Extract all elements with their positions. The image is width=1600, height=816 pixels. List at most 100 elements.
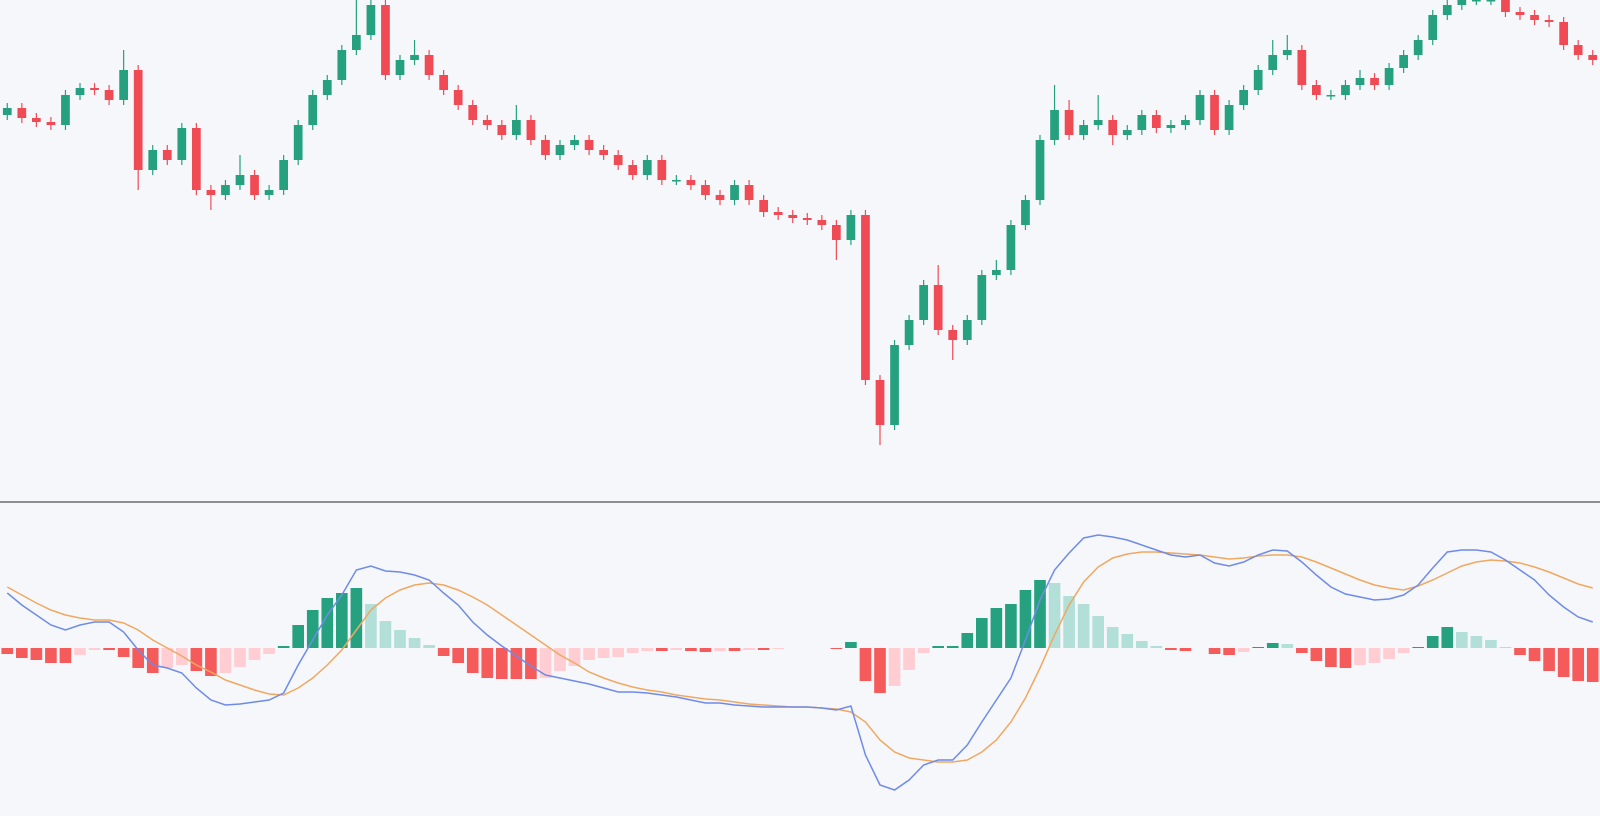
candle-body: [1166, 125, 1176, 128]
histogram-bar: [1106, 627, 1119, 648]
candle-body: [730, 185, 739, 200]
histogram-bar: [1499, 647, 1512, 648]
candle-body: [832, 225, 841, 240]
candle-body: [1341, 85, 1350, 95]
candle-body: [1573, 45, 1583, 55]
histogram-bar: [1339, 648, 1352, 668]
candle-body: [744, 185, 754, 200]
histogram-bar: [466, 648, 479, 673]
candle-body: [875, 380, 885, 425]
histogram-bar: [321, 598, 334, 648]
candle-body: [570, 140, 579, 145]
histogram-bar: [656, 648, 668, 651]
candle-body: [32, 118, 41, 122]
candle-body: [2, 108, 12, 115]
candle-body: [1210, 95, 1219, 130]
candle-body: [482, 120, 492, 125]
candle-body: [1515, 12, 1525, 15]
candle-body: [90, 88, 99, 90]
candle-body: [1486, 0, 1496, 2]
histogram-bar: [539, 648, 552, 678]
histogram-bar: [1456, 632, 1468, 648]
candle-body: [104, 90, 114, 100]
candle-body: [1399, 55, 1408, 68]
histogram-bar: [88, 648, 101, 650]
candle-body: [715, 195, 725, 200]
histogram-bar: [1208, 648, 1221, 654]
histogram-bar: [1252, 647, 1264, 648]
candle-body: [119, 70, 128, 100]
candle-body: [948, 330, 958, 340]
candle-body: [1559, 22, 1568, 45]
histogram-bar: [452, 648, 464, 663]
histogram-bar: [946, 646, 959, 648]
candle-body: [759, 200, 768, 212]
candle-body: [642, 160, 652, 175]
candle-body: [1224, 105, 1234, 130]
histogram-bar: [234, 648, 246, 667]
candle-body: [672, 180, 681, 182]
candle-body: [919, 285, 928, 320]
histogram-bar: [1543, 648, 1555, 671]
histogram-bar: [917, 648, 930, 653]
histogram-bar: [103, 648, 115, 650]
histogram-bar: [1528, 648, 1541, 661]
candle-body: [395, 60, 405, 75]
candle-body: [788, 215, 798, 218]
histogram-bar: [685, 648, 697, 651]
histogram-bar: [437, 648, 450, 656]
histogram-bar: [568, 648, 581, 666]
histogram-bar: [117, 648, 130, 657]
candle-body: [1035, 140, 1045, 200]
candle-body: [468, 105, 478, 120]
histogram-bar: [525, 648, 537, 679]
candle-body: [1530, 15, 1539, 20]
candle-body: [1079, 125, 1088, 135]
histogram-bar: [336, 593, 348, 648]
candle-body: [250, 175, 259, 195]
histogram-bar: [976, 618, 988, 648]
histogram-bar: [161, 648, 174, 668]
candle-body: [1457, 0, 1467, 5]
histogram-bar: [1485, 640, 1497, 648]
candle-body: [555, 145, 565, 155]
candle-body: [439, 75, 448, 90]
candle-body: [1050, 110, 1059, 140]
candle-body: [992, 270, 1001, 275]
candle-body: [1093, 120, 1103, 125]
histogram-bar: [1557, 648, 1570, 677]
histogram-bar: [277, 646, 290, 648]
candle-body: [1297, 50, 1307, 85]
macd-line: [6, 534, 1593, 791]
histogram-bar: [757, 648, 770, 650]
candle-body: [1544, 20, 1554, 22]
candle-body: [1442, 5, 1452, 15]
candle-body: [701, 185, 710, 195]
candle-body: [1268, 55, 1278, 70]
candle-body: [817, 220, 827, 225]
candle-body: [264, 190, 274, 195]
candle-body: [584, 140, 594, 150]
candle-body: [1282, 50, 1292, 55]
histogram-bar: [481, 648, 494, 678]
histogram-bar: [1412, 647, 1424, 648]
histogram-bar: [1150, 646, 1163, 648]
candle-body: [293, 125, 303, 160]
candle-body: [1152, 115, 1161, 128]
candle-body: [861, 215, 870, 380]
candle-body: [613, 155, 623, 165]
histogram-bar: [1165, 648, 1177, 650]
candle-body: [366, 5, 376, 35]
candle-body: [1588, 55, 1598, 60]
histogram-bar: [903, 648, 915, 670]
histogram-bar: [597, 648, 610, 658]
candle-body: [1064, 110, 1074, 135]
histogram-bar: [1034, 580, 1046, 648]
candle-body: [61, 95, 70, 125]
candle-body: [206, 190, 216, 195]
histogram-bar: [961, 633, 974, 648]
candle-body: [148, 150, 158, 170]
candle-body: [773, 212, 783, 215]
